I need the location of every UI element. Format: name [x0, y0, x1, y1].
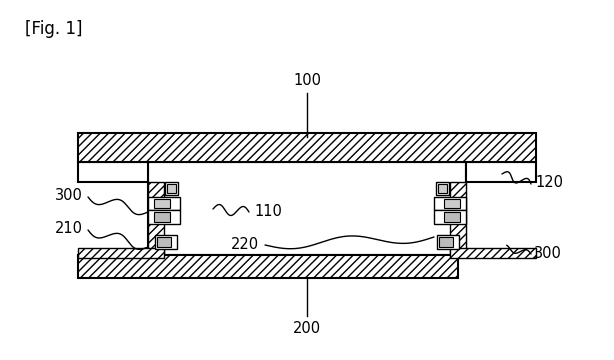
Text: [Fig. 1]: [Fig. 1] [25, 20, 82, 38]
Bar [78, 248, 164, 258]
Bar [438, 184, 447, 193]
Bar [444, 212, 460, 222]
Bar [466, 162, 536, 182]
Bar [148, 162, 466, 255]
Bar [444, 199, 460, 208]
Bar [434, 210, 466, 224]
Bar [157, 237, 171, 247]
Text: 110: 110 [254, 203, 282, 219]
Text: 300: 300 [534, 247, 562, 261]
Bar [450, 182, 466, 255]
Bar [439, 237, 453, 247]
Bar [78, 255, 458, 278]
Text: 120: 120 [535, 175, 563, 189]
Bar [437, 235, 459, 249]
Bar [148, 182, 164, 255]
Bar [165, 182, 178, 195]
Bar [78, 162, 148, 182]
Bar [167, 184, 176, 193]
Text: 200: 200 [293, 321, 321, 336]
Bar [78, 133, 536, 162]
Bar [148, 197, 180, 210]
Text: 300: 300 [55, 188, 83, 202]
Bar [155, 235, 177, 249]
Bar [436, 182, 449, 195]
Bar [154, 199, 170, 208]
Bar [154, 212, 170, 222]
Bar [450, 248, 536, 258]
Text: 100: 100 [293, 73, 321, 88]
Text: 220: 220 [231, 237, 259, 252]
Bar [148, 210, 180, 224]
Text: 210: 210 [55, 220, 83, 235]
Bar [434, 197, 466, 210]
